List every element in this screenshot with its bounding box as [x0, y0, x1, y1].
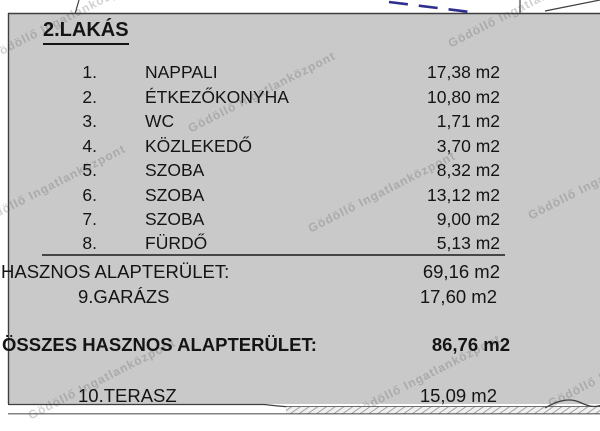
garage-row: 9.GARÁZS 17,60 m2 [0, 286, 600, 311]
useful-area-value: 69,16 m2 [422, 261, 500, 282]
room-number: 4. [82, 135, 97, 156]
dashed-utility-line [388, 0, 471, 14]
terrace-area-value: 15,09 m2 [419, 384, 497, 406]
terrace-label: 10.TERASZ [78, 384, 177, 406]
room-name: SZOBA [145, 209, 205, 229]
room-row: 4. KÖZLEKEDŐ 3,70 m2 [8, 136, 600, 160]
room-area: 17,38 m2 [427, 62, 500, 82]
room-number: 1. [82, 62, 97, 82]
room-row: 8. FÜRDŐ 5,13 m2 [8, 233, 600, 257]
room-number: 5. [82, 160, 97, 180]
leader-line [74, 0, 80, 15]
total-area-value: 86,76 m2 [431, 334, 510, 355]
total-area-label: ÖSSZES HASZNOS ALAPTERÜLET: [2, 334, 317, 355]
room-name: NAPPALI [145, 62, 218, 82]
garage-label: 9.GARÁZS [78, 285, 170, 307]
room-area: 5,13 m2 [436, 233, 500, 253]
break-line-symbol [544, 399, 600, 409]
hatched-wall-band [286, 406, 600, 414]
room-row: 3. WC 1,71 m2 [8, 111, 600, 135]
room-area: 9,00 m2 [436, 209, 500, 229]
room-name: KÖZLEKEDŐ [145, 135, 252, 156]
room-row: 1. NAPPALI 17,38 m2 [8, 62, 600, 86]
room-number: 8. [82, 233, 97, 253]
room-row: 2. ÉTKEZŐKONYHA 10,80 m2 [8, 87, 600, 111]
room-name: SZOBA [145, 160, 205, 180]
room-area: 3,70 m2 [436, 135, 500, 156]
room-row: 7. SZOBA 9,00 m2 [8, 209, 600, 233]
room-number: 7. [82, 209, 97, 229]
room-number: 2. [82, 86, 97, 107]
apartment-title: 2.LAKÁS [43, 19, 129, 45]
room-area: 8,32 m2 [436, 160, 500, 180]
useful-area-label: HASZNOS ALAPTERÜLET: [1, 261, 230, 282]
wall-line-diagonal [544, 0, 600, 12]
room-name: SZOBA [145, 184, 205, 205]
room-name: FÜRDŐ [145, 233, 208, 253]
room-row: 5. SZOBA 8,32 m2 [8, 160, 600, 184]
room-area: 10,80 m2 [427, 86, 500, 107]
room-row: 6. SZOBA 13,12 m2 [8, 185, 600, 209]
total-area-row: ÖSSZES HASZNOS ALAPTERÜLET: 86,76 m2 [0, 334, 600, 359]
room-number: 6. [82, 184, 97, 205]
room-area: 1,71 m2 [436, 111, 500, 131]
room-name: ÉTKEZŐKONYHA [145, 86, 289, 107]
useful-area-row: HASZNOS ALAPTERÜLET: 69,16 m2 [0, 261, 600, 286]
room-number: 3. [82, 111, 97, 131]
legend-panel-background [8, 13, 600, 404]
garage-area-value: 17,60 m2 [419, 285, 497, 307]
room-area: 13,12 m2 [427, 184, 500, 205]
room-name: WC [145, 111, 175, 131]
terrace-row: 10.TERASZ 15,09 m2 [0, 385, 600, 410]
